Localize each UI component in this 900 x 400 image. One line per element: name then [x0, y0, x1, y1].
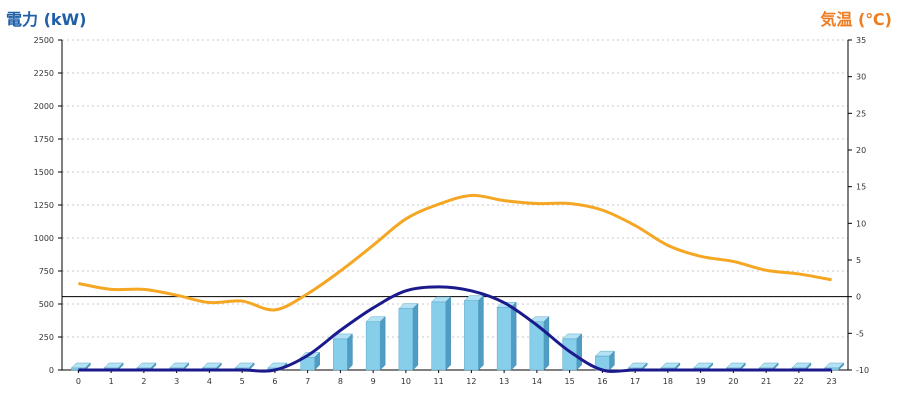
x-tick-label: 10 — [401, 377, 411, 386]
left-axis-title: 電力 (kW) — [6, 10, 87, 29]
bar — [333, 338, 348, 371]
right-tick-label: 15 — [856, 183, 866, 192]
bar — [464, 300, 479, 371]
bar — [431, 301, 446, 371]
left-tick-label: 2500 — [34, 36, 54, 45]
x-tick-label: 3 — [174, 377, 179, 386]
x-tick-label: 8 — [338, 377, 343, 386]
x-tick-label: 22 — [794, 377, 804, 386]
right-tick-label: 5 — [856, 256, 861, 265]
x-tick-label: 16 — [597, 377, 607, 386]
bar-side — [478, 295, 484, 371]
x-tick-label: 7 — [305, 377, 310, 386]
x-tick-label: 14 — [532, 377, 542, 386]
power-curve-line — [78, 285, 832, 373]
left-tick-label: 1000 — [34, 234, 54, 243]
left-tick-label: 2000 — [34, 102, 54, 111]
x-tick-label: 4 — [207, 377, 212, 386]
right-tick-label: 25 — [856, 109, 866, 118]
right-tick-label: 35 — [856, 36, 866, 45]
right-tick-label: 30 — [856, 73, 866, 82]
x-tick-label: 12 — [466, 377, 476, 386]
left-tick-label: 250 — [39, 333, 54, 342]
temperature-line — [78, 193, 832, 312]
right-tick-label: 0 — [856, 293, 861, 302]
left-tick-label: 500 — [39, 300, 54, 309]
x-tick-label: 19 — [696, 377, 706, 386]
x-tick-label: 15 — [565, 377, 575, 386]
bar-side — [543, 316, 550, 371]
left-tick-label: 750 — [39, 267, 54, 276]
x-tick-label: 18 — [663, 377, 673, 386]
x-tick-label: 2 — [141, 377, 146, 386]
right-axis-title: 気温 (℃) — [820, 10, 892, 29]
bar-side — [347, 333, 353, 371]
x-tick-label: 17 — [630, 377, 640, 386]
bar-side — [445, 296, 451, 371]
x-tick-label: 21 — [761, 377, 771, 386]
bar — [562, 338, 577, 371]
left-tick-label: 1750 — [34, 135, 54, 144]
left-tick-label: 0 — [49, 366, 54, 375]
bar-side — [576, 333, 582, 371]
x-tick-label: 20 — [728, 377, 738, 386]
x-tick-label: 6 — [272, 377, 277, 386]
x-tick-label: 5 — [240, 377, 245, 386]
left-tick-label: 2250 — [34, 69, 54, 78]
bar — [496, 307, 512, 371]
left-tick-label: 1500 — [34, 168, 54, 177]
bar — [365, 321, 381, 371]
x-tick-label: 11 — [434, 377, 444, 386]
bar — [398, 308, 414, 371]
x-tick-label: 9 — [371, 377, 376, 386]
x-tick-label: 23 — [827, 377, 837, 386]
bar-side — [379, 316, 386, 371]
left-tick-label: 1250 — [34, 201, 54, 210]
bar-side — [510, 301, 517, 371]
bar — [529, 321, 545, 371]
x-tick-label: 0 — [76, 377, 81, 386]
right-tick-label: 20 — [856, 146, 866, 155]
right-tick-label: -10 — [856, 366, 869, 375]
bar-side — [412, 302, 419, 371]
right-tick-label: -5 — [856, 329, 864, 338]
right-tick-label: 10 — [856, 219, 866, 228]
x-tick-label: 13 — [499, 377, 509, 386]
x-tick-label: 1 — [109, 377, 114, 386]
bar — [300, 357, 315, 371]
